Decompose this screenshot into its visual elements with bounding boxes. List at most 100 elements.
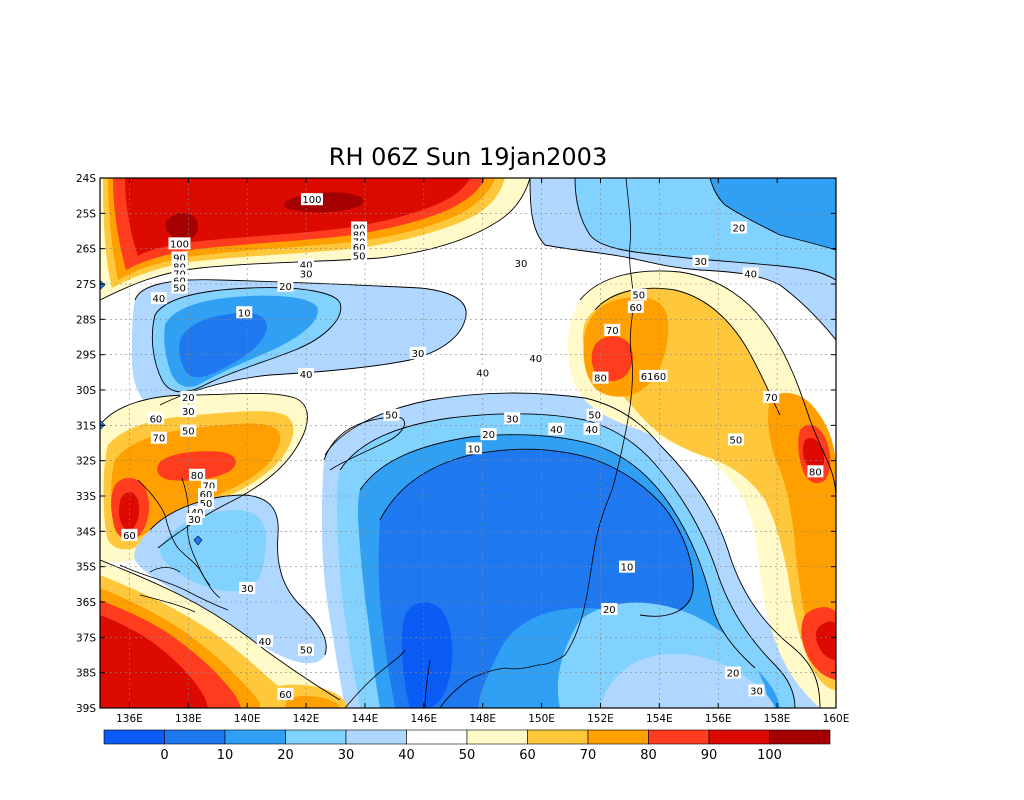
- contour-label-bg: [474, 366, 491, 379]
- x-tick-label: 150E: [528, 713, 555, 725]
- contour-label-layer: 1009080706050100908070605040302040103040…: [121, 193, 824, 701]
- colorbar-label: 0: [160, 748, 168, 763]
- colorbar-label: 100: [757, 748, 782, 763]
- contour-label: 40: [300, 370, 313, 381]
- x-tick-label: 154E: [646, 713, 673, 725]
- colorbar-swatch: [648, 729, 710, 745]
- contour-label: 40: [744, 269, 757, 280]
- y-tick-label: 29S: [76, 350, 96, 362]
- y-tick-label: 39S: [76, 703, 96, 715]
- plot-frame: [99, 177, 837, 709]
- contour-label-bg: [807, 465, 824, 478]
- x-tick-label: 136E: [116, 713, 143, 725]
- contour-label-bg: [298, 267, 315, 280]
- colorbar-swatch: [103, 729, 165, 745]
- y-tick-label: 28S: [76, 314, 96, 326]
- contour-label-bg: [583, 422, 600, 435]
- contour-label-bg: [480, 428, 497, 441]
- y-tick-label: 38S: [76, 668, 96, 680]
- contour-label: 50: [730, 435, 743, 446]
- contour-label: 80: [191, 471, 204, 482]
- contour-label: 30: [515, 259, 528, 270]
- region-ne-20-10: [710, 178, 836, 250]
- contour-label: 30: [182, 407, 195, 418]
- x-tick-label: 146E: [410, 713, 437, 725]
- contour-label: 60: [123, 531, 136, 542]
- contour-label-bg: [171, 281, 188, 294]
- colorbar-label: 30: [338, 748, 355, 763]
- contour-label: 20: [603, 605, 616, 616]
- colorbar-label: 70: [580, 748, 597, 763]
- contour-label-bg: [748, 684, 765, 697]
- contour-label: 20: [482, 430, 495, 441]
- contour-lines: [100, 178, 836, 708]
- y-tick-label: 30S: [76, 385, 96, 397]
- chart-title: RH 06Z Sun 19jan2003: [329, 143, 607, 171]
- colorbar-label: 10: [217, 748, 234, 763]
- contour-label-bg: [298, 368, 315, 381]
- contour-label-bg: [586, 408, 603, 421]
- contour-label-bg: [724, 666, 741, 679]
- y-tick-label: 32S: [76, 456, 96, 468]
- contour-label-bg: [630, 288, 647, 301]
- contour-label: 50: [385, 411, 398, 422]
- contour-label-bg: [147, 412, 164, 425]
- left-edge-marker-1: [100, 279, 106, 291]
- contour-label: 40: [153, 294, 166, 305]
- contour-label-bg: [180, 424, 197, 437]
- contour-label: 30: [694, 257, 707, 268]
- contour-label: 100: [302, 195, 321, 206]
- x-tick-label: 148E: [469, 713, 496, 725]
- contour-label: 60: [629, 303, 642, 314]
- contour-label-bg: [150, 292, 167, 305]
- colorbar-swatch: [708, 729, 770, 745]
- x-tick-label: 140E: [234, 713, 261, 725]
- contour-label: 10: [238, 308, 251, 319]
- contour-label: 30: [188, 515, 201, 526]
- contour-label: 40: [550, 425, 563, 436]
- y-tick-label: 26S: [76, 244, 96, 256]
- contour-label-bg: [383, 408, 400, 421]
- contour-label-bg: [730, 221, 747, 234]
- contour-label: 60: [200, 490, 213, 501]
- contour-label: 40: [585, 425, 598, 436]
- colorbar-label: 90: [701, 748, 718, 763]
- x-tick-label: 142E: [293, 713, 320, 725]
- region-c-10: [378, 449, 694, 708]
- region-s-90: [100, 615, 208, 708]
- contour-label: 50: [353, 252, 366, 263]
- region-w-10: [179, 312, 267, 378]
- contour-label-bg: [150, 431, 167, 444]
- x-tick-label: 158E: [764, 713, 791, 725]
- colorbar-swatch: [587, 729, 649, 745]
- contour-label: 30: [300, 269, 313, 280]
- contour-label-bg: [168, 237, 191, 250]
- x-tick-label: 138E: [175, 713, 202, 725]
- contour-label: 50: [173, 284, 186, 295]
- contour-label: 20: [727, 669, 740, 680]
- colorbar-label: 20: [277, 748, 294, 763]
- region-sw-low30: [160, 510, 267, 592]
- contour-label-bg: [239, 581, 256, 594]
- region-nw-100b: [165, 213, 198, 240]
- contour-label: 10: [468, 444, 481, 455]
- contour-label-bg: [618, 560, 635, 573]
- colorbar-label: 80: [640, 748, 657, 763]
- contour-label-bg: [601, 603, 618, 616]
- contour-label-bg: [189, 468, 206, 481]
- contour-label: 60: [353, 243, 366, 254]
- contour-label: 60: [279, 690, 292, 701]
- contour-label-bg: [180, 391, 197, 404]
- contour-label: 40: [258, 637, 271, 648]
- island-marker: [193, 535, 203, 546]
- contour-label-bg: [277, 687, 294, 700]
- contour-label-bg: [298, 643, 315, 656]
- x-tick-label: 160E: [823, 713, 850, 725]
- y-tick-label: 34S: [76, 526, 96, 538]
- contour-label: 50: [200, 499, 213, 510]
- contour-label: 20: [279, 282, 292, 293]
- rh-field: [100, 178, 836, 708]
- contour-label-bg: [692, 255, 709, 268]
- colorbar-swatch: [285, 729, 347, 745]
